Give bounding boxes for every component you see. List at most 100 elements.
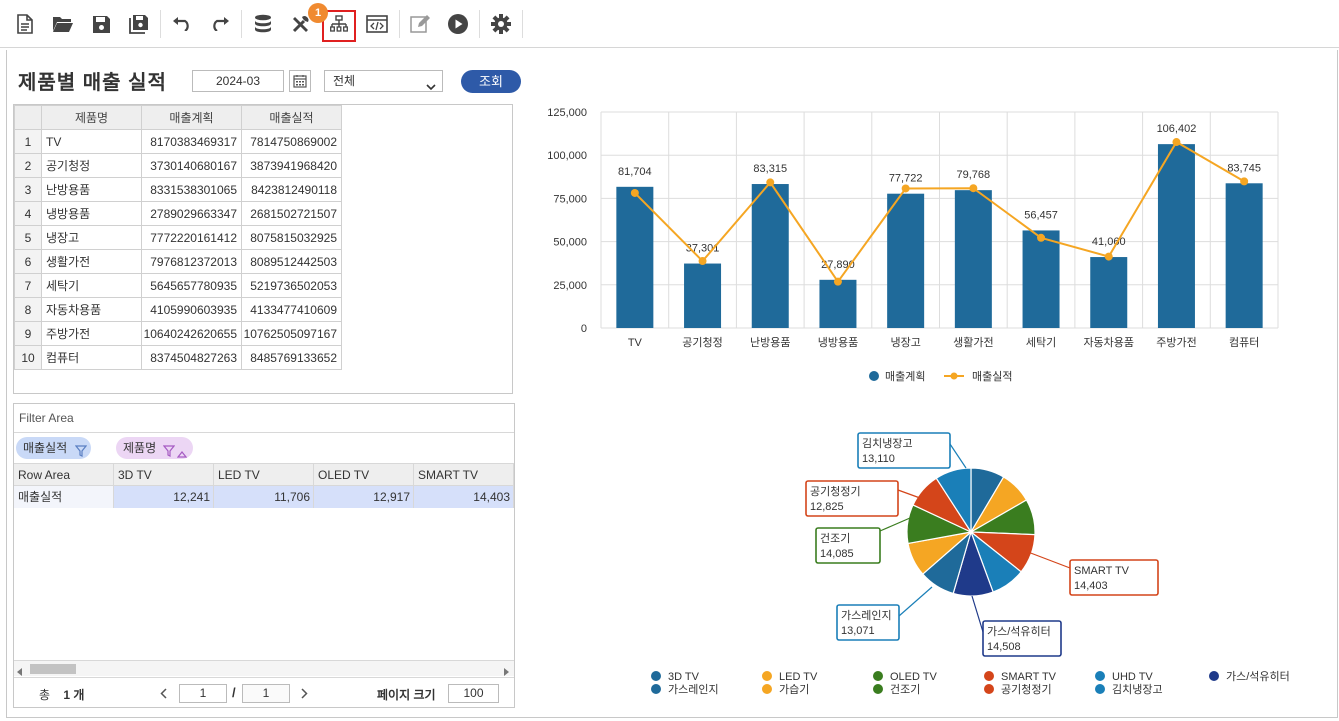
bar[interactable]	[887, 193, 925, 328]
table-row[interactable]: 4 냉방용품 2789029663347 2681502721507	[14, 201, 342, 226]
legend-label[interactable]: 매출계획	[885, 370, 925, 383]
actual-cell[interactable]: 8075815032925	[241, 225, 342, 250]
hierarchy-icon[interactable]	[323, 8, 355, 40]
bar[interactable]	[684, 263, 722, 328]
actual-cell[interactable]: 8423812490118	[241, 177, 342, 202]
sort-up-icon[interactable]	[176, 443, 188, 465]
product-name-cell[interactable]: 냉장고	[41, 225, 142, 250]
pie-slice[interactable]	[935, 467, 972, 535]
tools-icon[interactable]	[285, 8, 317, 40]
bar[interactable]	[1225, 183, 1263, 328]
product-name-cell[interactable]: 주방가전	[41, 321, 142, 346]
settings-icon[interactable]	[485, 8, 517, 40]
table-row[interactable]: 9 주방가전 10640242620655 10762505097167	[14, 321, 342, 346]
plan-cell[interactable]: 2789029663347	[141, 201, 242, 226]
pivot-cell[interactable]: 12,917	[314, 486, 414, 508]
product-name-cell[interactable]: 자동차용품	[41, 297, 142, 322]
open-folder-icon[interactable]	[47, 8, 79, 40]
table-row[interactable]: 8 자동차용품 4105990603935 4133477410609	[14, 297, 342, 322]
scroll-left-icon[interactable]	[17, 665, 23, 679]
filter-icon[interactable]	[162, 442, 176, 464]
plan-cell[interactable]: 10640242620655	[141, 321, 242, 346]
actual-cell[interactable]: 7814750869002	[241, 129, 342, 154]
actual-cell[interactable]: 4133477410609	[241, 297, 342, 322]
plan-cell[interactable]: 4105990603935	[141, 297, 242, 322]
legend-label[interactable]: 가습기	[779, 683, 809, 696]
bar[interactable]	[819, 279, 857, 328]
undo-icon[interactable]	[166, 8, 198, 40]
legend-label[interactable]: SMART TV	[1001, 671, 1057, 683]
line-point[interactable]	[766, 178, 775, 187]
table-row[interactable]: 7 세탁기 5645657780935 5219736502053	[14, 273, 342, 298]
category-select[interactable]: 전체	[324, 70, 443, 92]
actual-cell[interactable]: 3873941968420	[241, 153, 342, 178]
column-header[interactable]: 매출계획	[141, 105, 242, 130]
calendar-icon[interactable]	[289, 70, 311, 92]
table-row[interactable]: 1 TV 8170383469317 7814750869002	[14, 129, 342, 154]
pivot-cell[interactable]: 12,241	[114, 486, 214, 508]
product-name-cell[interactable]: 컴퓨터	[41, 345, 142, 370]
plan-cell[interactable]: 8170383469317	[141, 129, 242, 154]
bar[interactable]	[954, 190, 992, 328]
plan-cell[interactable]: 8374504827263	[141, 345, 242, 370]
line-point[interactable]	[1240, 177, 1249, 186]
run-icon[interactable]	[442, 8, 474, 40]
legend-label[interactable]: 김치냉장고	[1112, 683, 1163, 696]
pivot-column-header[interactable]: LED TV	[214, 464, 314, 486]
legend-label[interactable]: 매출실적	[972, 370, 1012, 383]
product-name-cell[interactable]: TV	[41, 129, 142, 154]
column-field-chip[interactable]: 제품명	[116, 437, 193, 459]
bar[interactable]	[616, 186, 654, 328]
legend-label[interactable]: 가스/석유히터	[1226, 669, 1290, 683]
pivot-column-header[interactable]: 3D TV	[114, 464, 214, 486]
pivot-cell[interactable]: 11,706	[214, 486, 314, 508]
table-row[interactable]: 2 공기청정 3730140680167 3873941968420	[14, 153, 342, 178]
product-name-cell[interactable]: 난방용품	[41, 177, 142, 202]
plan-cell[interactable]: 5645657780935	[141, 273, 242, 298]
plan-cell[interactable]: 7976812372013	[141, 249, 242, 274]
pivot-column-header[interactable]: SMART TV	[414, 464, 514, 486]
new-document-icon[interactable]	[9, 8, 41, 40]
date-input[interactable]: 2024-03	[192, 70, 284, 92]
plan-cell[interactable]: 7772220161412	[141, 225, 242, 250]
legend-label[interactable]: UHD TV	[1112, 671, 1153, 683]
actual-cell[interactable]: 5219736502053	[241, 273, 342, 298]
column-header[interactable]: 제품명	[41, 105, 142, 130]
bar[interactable]	[1090, 257, 1128, 328]
line-point[interactable]	[1037, 233, 1046, 242]
product-name-cell[interactable]: 공기청정	[41, 153, 142, 178]
pivot-cell[interactable]: 14,403	[414, 486, 514, 508]
line-point[interactable]	[1104, 252, 1113, 261]
plan-cell[interactable]: 3730140680167	[141, 153, 242, 178]
product-name-cell[interactable]: 세탁기	[41, 273, 142, 298]
line-point[interactable]	[1172, 138, 1181, 147]
table-row[interactable]: 3 난방용품 8331538301065 8423812490118	[14, 177, 342, 202]
pivot-column-header[interactable]: OLED TV	[314, 464, 414, 486]
legend-label[interactable]: 공기청정기	[1001, 683, 1052, 696]
product-name-cell[interactable]: 냉방용품	[41, 201, 142, 226]
line-point[interactable]	[630, 188, 639, 197]
line-point[interactable]	[969, 184, 978, 193]
table-row[interactable]: 10 컴퓨터 8374504827263 8485769133652	[14, 345, 342, 370]
save-icon[interactable]	[85, 8, 117, 40]
legend-label[interactable]: 건조기	[890, 683, 920, 696]
column-header[interactable]: 매출실적	[241, 105, 342, 130]
line-point[interactable]	[901, 184, 910, 193]
actual-cell[interactable]: 8089512442503	[241, 249, 342, 274]
value-field-chip[interactable]: 매출실적	[16, 437, 91, 459]
actual-cell[interactable]: 8485769133652	[241, 345, 342, 370]
horizontal-scrollbar[interactable]	[14, 660, 514, 676]
line-point[interactable]	[698, 257, 707, 266]
save-as-icon[interactable]	[123, 8, 155, 40]
plan-cell[interactable]: 8331538301065	[141, 177, 242, 202]
bar[interactable]	[1022, 230, 1060, 328]
actual-cell[interactable]: 2681502721507	[241, 201, 342, 226]
product-name-cell[interactable]: 생활가전	[41, 249, 142, 274]
scrollbar-thumb[interactable]	[30, 664, 76, 674]
bar[interactable]	[751, 184, 789, 328]
actual-cell[interactable]: 10762505097167	[241, 321, 342, 346]
database-icon[interactable]	[247, 8, 279, 40]
table-row[interactable]: 6 생활가전 7976812372013 8089512442503	[14, 249, 342, 274]
search-button[interactable]: 조회	[461, 70, 521, 93]
legend-label[interactable]: LED TV	[779, 671, 818, 683]
